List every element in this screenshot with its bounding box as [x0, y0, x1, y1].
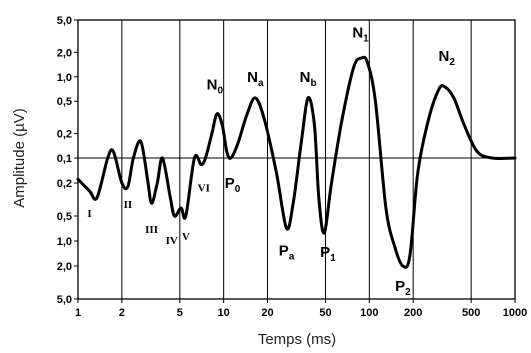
x-tick-label: 1000 — [503, 307, 527, 319]
wave-label-i: I — [87, 208, 91, 220]
wave-label-n0: N0 — [207, 77, 224, 97]
wave-label-ii: II — [124, 199, 133, 211]
wave-label-n1: N1 — [352, 25, 369, 45]
x-tick-label: 1 — [75, 307, 81, 319]
x-tick-label: 20 — [261, 307, 273, 319]
x-tick-label: 2 — [119, 307, 125, 319]
y-tick-label: 0,1 — [57, 153, 72, 165]
wave-label-na: Na — [247, 69, 264, 89]
wave-label-pa: Pa — [279, 242, 295, 262]
y-tick-label: 0,2 — [57, 178, 72, 190]
x-tick-label: 10 — [218, 307, 230, 319]
y-tick-label: 0,5 — [57, 96, 72, 108]
chart-grid — [77, 19, 516, 300]
y-tick-label: 0,5 — [57, 211, 72, 223]
y-tick-label: 2,0 — [57, 261, 72, 273]
series-line — [76, 55, 517, 269]
y-axis-label: Amplitude (µV) — [11, 108, 28, 208]
wave-label-p2: P2 — [395, 278, 411, 298]
x-axis-label: Temps (ms) — [258, 331, 336, 348]
wave-label-nb: Nb — [300, 69, 317, 89]
x-tick-label: 5 — [177, 307, 183, 319]
x-tick-label: 200 — [404, 307, 422, 319]
y-tick-label: 1,0 — [57, 236, 72, 248]
wave-label-p1: P1 — [320, 244, 336, 264]
y-tick-label: 5,0 — [57, 294, 72, 306]
tick-labels: 1 2 5 10 20 50 100 200 500 1000 5,0 2,0 1,0 0,5 0,2 0,1… — [57, 15, 528, 319]
y-tick-label: 1,0 — [57, 72, 72, 84]
wave-label-iii: III — [145, 224, 158, 236]
x-tick-label: 50 — [319, 307, 331, 319]
wave-label-vi: VI — [198, 182, 210, 194]
y-tick-label: 0,2 — [57, 129, 72, 141]
wave-label-v: V — [182, 231, 190, 243]
x-tick-label: 500 — [462, 307, 480, 319]
x-tick-label: 100 — [360, 307, 378, 319]
wave-label-iv: IV — [166, 235, 178, 247]
y-tick-label: 2,0 — [57, 47, 72, 59]
wave-label-n2: N2 — [439, 48, 456, 68]
wave-label-p0: P0 — [225, 175, 241, 195]
y-tick-label: 5,0 — [57, 15, 72, 27]
